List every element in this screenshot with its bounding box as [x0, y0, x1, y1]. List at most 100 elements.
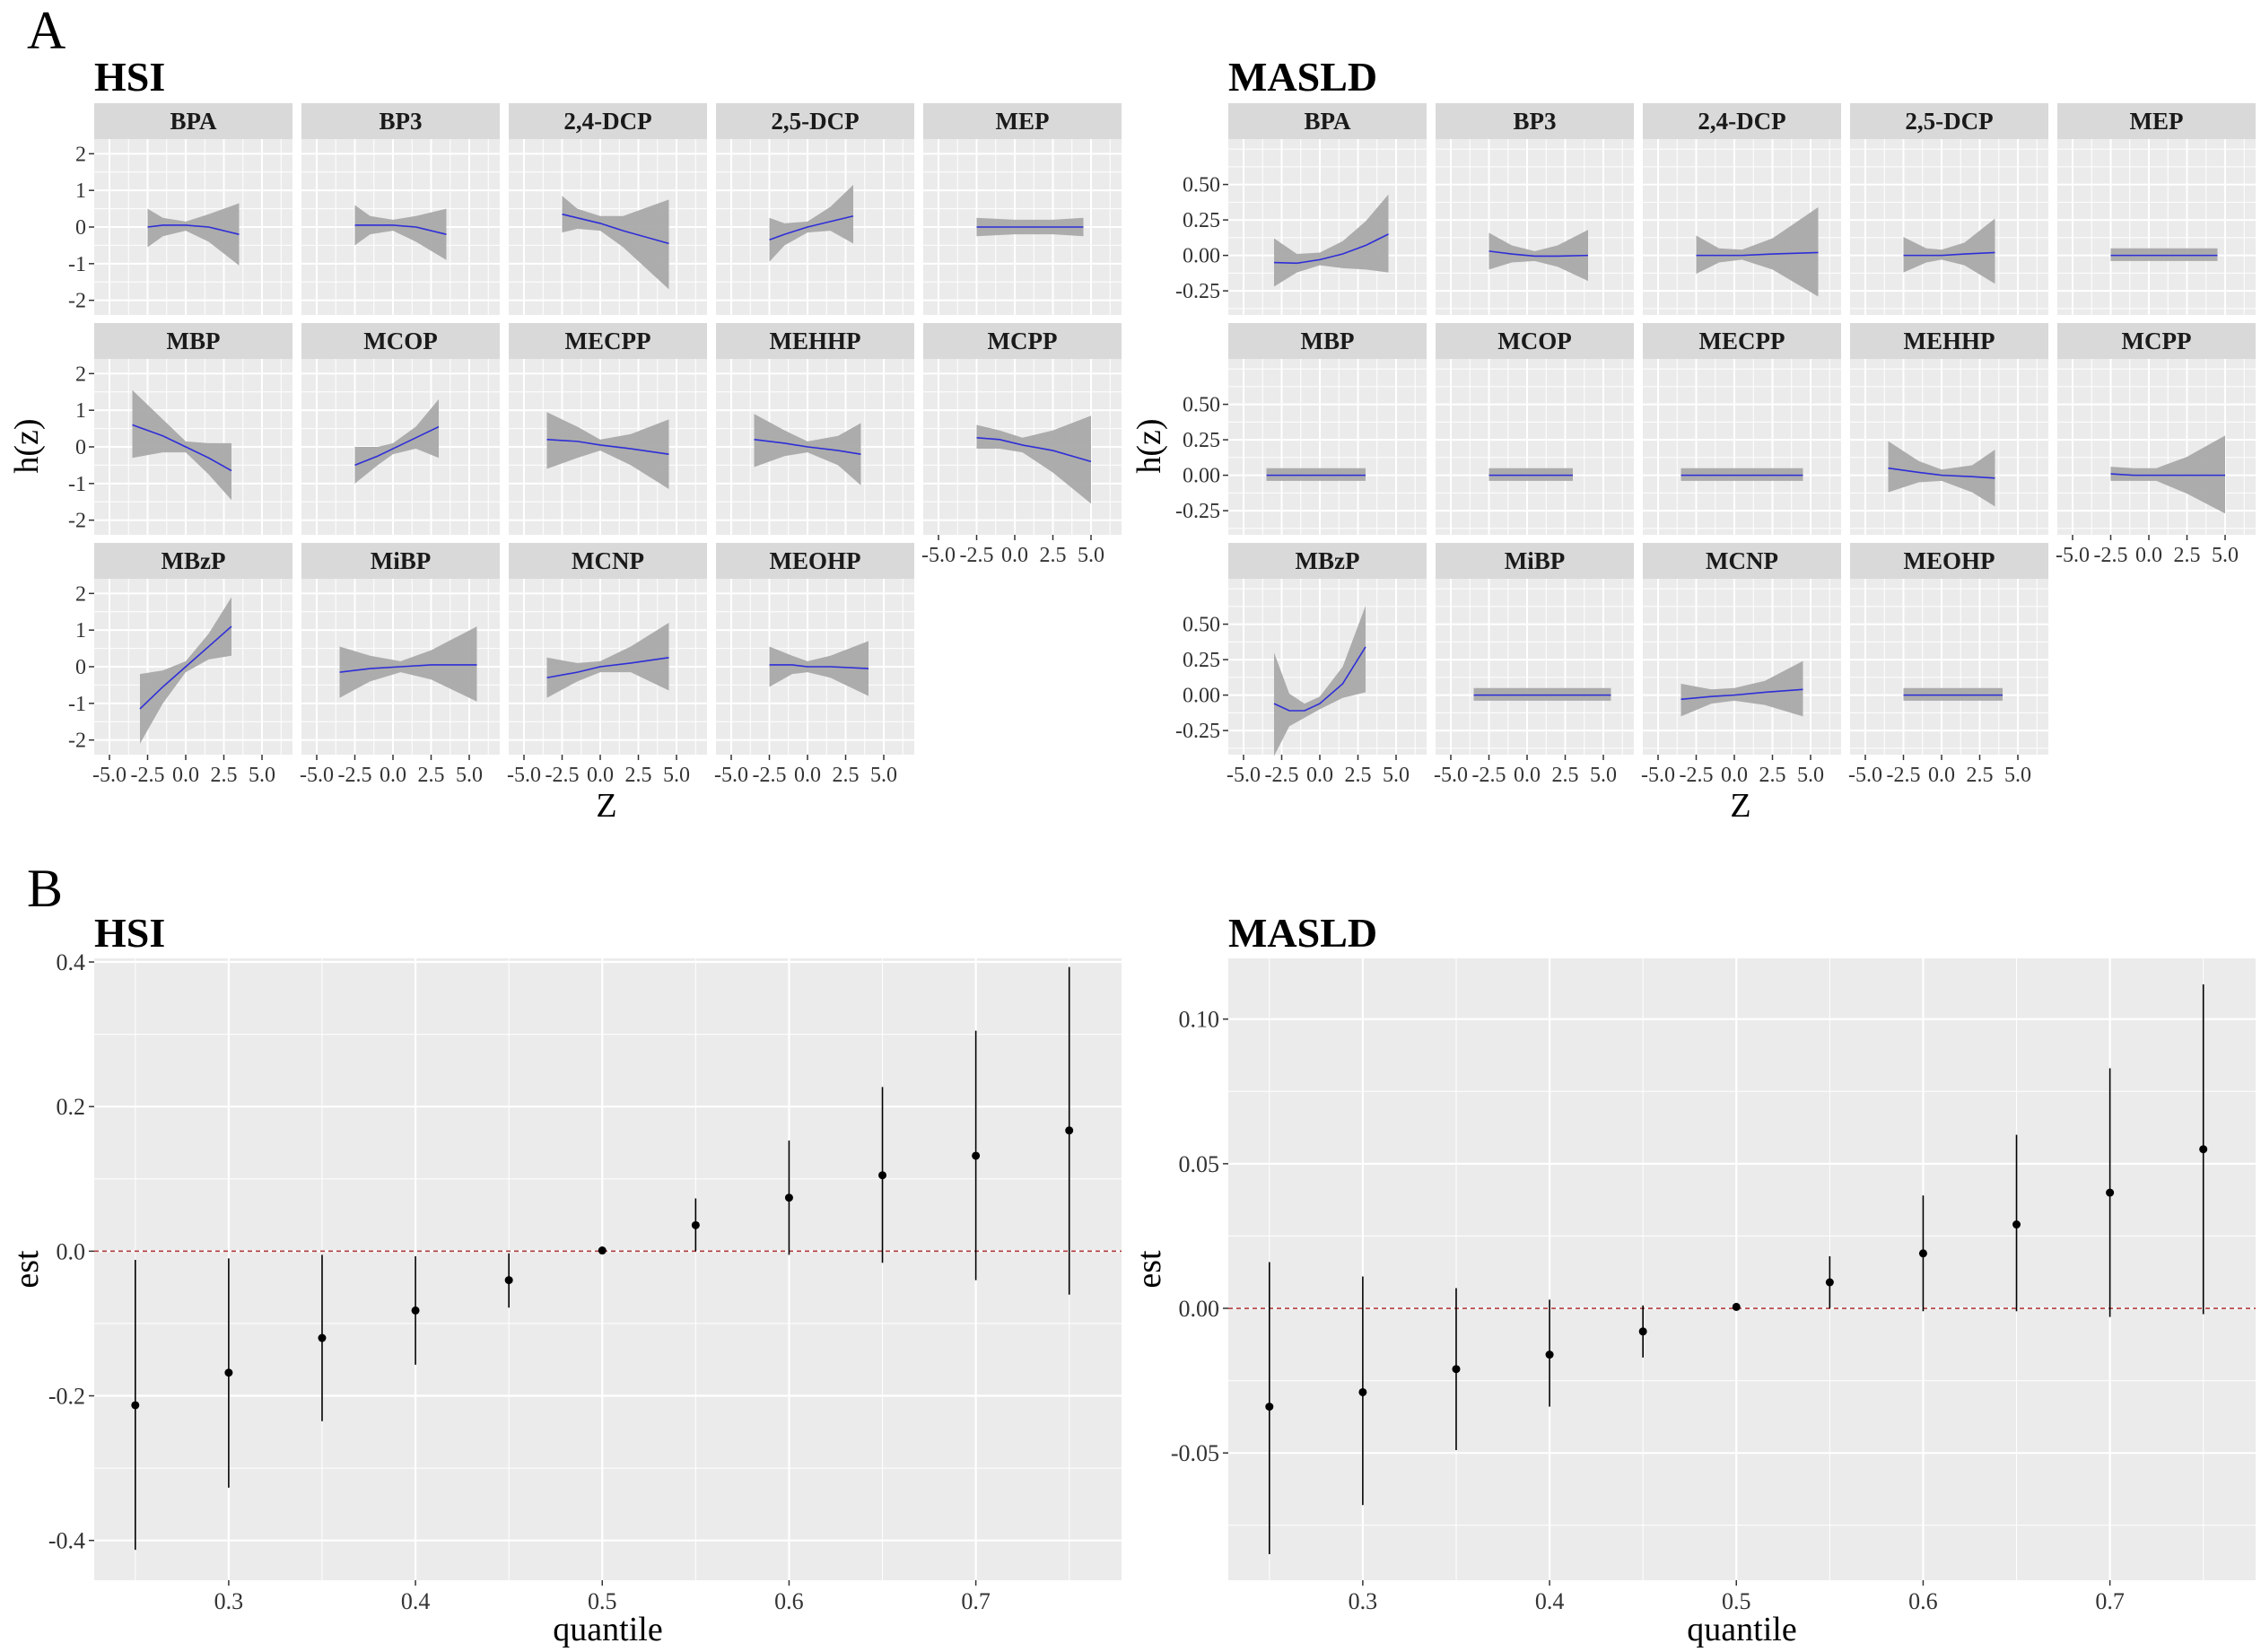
- facet-label: 2,4-DCP: [1698, 108, 1785, 135]
- facet-strip: [1436, 543, 1634, 579]
- facet-label: MiBP: [371, 547, 432, 574]
- x-tick-label: 0.4: [1535, 1588, 1565, 1614]
- estimate-line: [769, 664, 869, 669]
- estimate-point: [318, 1333, 327, 1342]
- x-tick-label: 0.0: [1306, 764, 1333, 787]
- facet-panel: MBzP -2 -1 0 1 2 -5.0 -2.5 0.0 2.5 5.0: [68, 543, 292, 787]
- facet-label: BP3: [379, 108, 422, 135]
- facet-strip: [1228, 543, 1427, 579]
- facet-label: MBzP: [162, 547, 226, 574]
- facet-panel: MiBP -5.0 -2.5 0.0 2.5 5.0: [1434, 543, 1634, 787]
- x-tick-label: -5.0: [1641, 764, 1675, 787]
- estimate-line: [546, 656, 669, 679]
- y-tick-label: -0.25: [1175, 720, 1220, 743]
- confidence-band: [976, 415, 1091, 504]
- estimate-line: [1273, 646, 1366, 712]
- facet-panel: MCNP -5.0 -2.5 0.0 2.5 5.0: [1641, 543, 1841, 787]
- panel-background: [1850, 359, 2048, 535]
- y-tick-label: 0.00: [1179, 1296, 1220, 1322]
- x-tick-label: 0.5: [588, 1588, 617, 1614]
- x-tick-label: -5.0: [300, 764, 334, 787]
- facet-strip: [1643, 323, 1841, 359]
- facet-strip: [2057, 103, 2256, 139]
- estimate-line: [1696, 251, 1819, 257]
- y-tick-label: 0.00: [1183, 685, 1220, 708]
- x-tick-label: 5.0: [456, 764, 483, 787]
- x-tick-label: -2.5: [1472, 764, 1506, 787]
- quantile-chart-hsi: HSI -0.4 -0.2 0.0 0.2 0.4 0.3 0.4 0.5 0.6 0.7 quant…: [8, 910, 1122, 1648]
- x-tick-label: 2.5: [2174, 544, 2201, 567]
- x-tick-label: 2.5: [1967, 764, 1994, 787]
- estimate-point: [1265, 1403, 1274, 1412]
- estimate-line: [754, 439, 861, 455]
- facet-strip: [509, 543, 707, 579]
- x-tick-label: -5.0: [2056, 544, 2090, 567]
- panel-background: [1228, 579, 1427, 755]
- facet-strip: [923, 103, 1122, 139]
- estimate-line: [976, 436, 1092, 463]
- facet-panel: MBzP -0.25 0.00 0.25 0.50 -5.0 -2.5 0.0 2.5 5.0: [1175, 543, 1427, 787]
- x-tick-label: -5.0: [1848, 764, 1882, 787]
- x-tick-label: 0.6: [774, 1588, 804, 1614]
- y-tick-label: 1: [75, 399, 86, 423]
- x-tick-label: 5.0: [1078, 544, 1104, 567]
- confidence-band: [354, 398, 439, 484]
- facet-strip: [716, 103, 914, 139]
- x-tick-label: 5.0: [1797, 764, 1824, 787]
- facet-label: MECPP: [565, 328, 651, 354]
- x-tick-label: 0.0: [1928, 764, 1955, 787]
- facet-panel: MEP: [2057, 103, 2256, 315]
- confidence-band: [147, 203, 240, 266]
- facet-panel: MBP -0.25 0.00 0.25 0.50: [1175, 323, 1427, 535]
- facet-panel: BP3: [301, 103, 500, 315]
- estimate-line: [339, 664, 477, 673]
- panel-background: [94, 958, 1122, 1580]
- y-tick-label: -0.25: [1175, 500, 1220, 523]
- facet-label: MiBP: [1505, 547, 1566, 574]
- facet-panel: MEHHP: [716, 323, 914, 535]
- x-tick-label: 0.0: [1001, 544, 1028, 567]
- y-tick-label: 0.25: [1183, 649, 1220, 672]
- x-tick-label: -2.5: [546, 764, 580, 787]
- x-tick-label: 0.0: [2135, 544, 2162, 567]
- estimate-point: [691, 1220, 700, 1229]
- estimate-line: [2110, 473, 2225, 476]
- x-tick-label: -5.0: [921, 544, 956, 567]
- estimate-line: [1888, 467, 1995, 479]
- facet-label: 2,5-DCP: [1905, 108, 1993, 135]
- y-tick-label: 2: [75, 363, 86, 386]
- x-axis-title: Z: [1730, 787, 1750, 825]
- x-axis-title: Z: [596, 787, 616, 825]
- confidence-band: [546, 623, 669, 698]
- confidence-band: [769, 641, 869, 696]
- confidence-band: [339, 626, 477, 702]
- y-axis-title: h(z): [8, 418, 46, 473]
- facet-panel: BPA -0.25 0.00 0.25 0.50: [1175, 103, 1427, 315]
- x-tick-label: 0.4: [401, 1588, 431, 1614]
- facet-strip: [2057, 323, 2256, 359]
- facet-panel: BP3: [1436, 103, 1634, 315]
- facet-strip: [1643, 543, 1841, 579]
- facet-label: MEOHP: [770, 547, 861, 574]
- y-tick-label: 0.4: [57, 949, 86, 975]
- confidence-band: [1888, 441, 1995, 507]
- panel-background: [1643, 359, 1841, 535]
- panel-background: [1228, 359, 1427, 535]
- confidence-band: [1274, 194, 1389, 287]
- facet-panel: MCOP: [1436, 323, 1634, 535]
- facet-label: MEOHP: [1904, 547, 1995, 574]
- y-tick-label: 0.50: [1183, 174, 1220, 197]
- x-tick-label: 0.3: [1349, 1588, 1378, 1614]
- y-tick-label: 0.25: [1183, 209, 1220, 232]
- facet-panel: BPA -2 -1 0 1 2: [68, 103, 292, 315]
- x-tick-label: 0.0: [794, 764, 821, 787]
- x-tick-label: 2.5: [1552, 764, 1579, 787]
- estimate-line: [132, 424, 232, 472]
- facet-panel: MBP -2 -1 0 1 2: [68, 323, 292, 535]
- y-tick-label: 1: [75, 619, 86, 642]
- x-tick-label: 0.7: [961, 1588, 991, 1614]
- panel-background: [1436, 579, 1634, 755]
- confidence-band: [562, 196, 669, 290]
- facet-label: MECPP: [1699, 328, 1785, 354]
